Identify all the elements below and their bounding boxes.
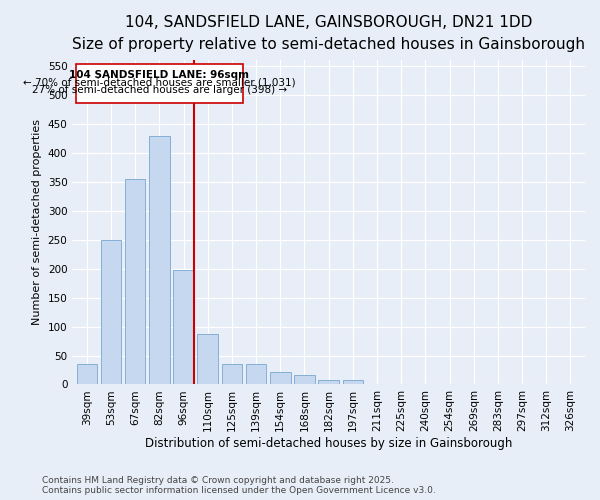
- Text: ← 70% of semi-detached houses are smaller (1,031): ← 70% of semi-detached houses are smalle…: [23, 78, 296, 88]
- Bar: [149, 136, 170, 384]
- Bar: [270, 372, 290, 384]
- FancyBboxPatch shape: [76, 64, 243, 102]
- Title: 104, SANDSFIELD LANE, GAINSBOROUGH, DN21 1DD
Size of property relative to semi-d: 104, SANDSFIELD LANE, GAINSBOROUGH, DN21…: [72, 15, 585, 52]
- Bar: [294, 374, 315, 384]
- Bar: [125, 179, 145, 384]
- Bar: [77, 364, 97, 384]
- Bar: [221, 364, 242, 384]
- Bar: [343, 380, 363, 384]
- Bar: [319, 380, 339, 384]
- X-axis label: Distribution of semi-detached houses by size in Gainsborough: Distribution of semi-detached houses by …: [145, 437, 512, 450]
- Text: Contains HM Land Registry data © Crown copyright and database right 2025.
Contai: Contains HM Land Registry data © Crown c…: [42, 476, 436, 495]
- Y-axis label: Number of semi-detached properties: Number of semi-detached properties: [32, 120, 42, 326]
- Bar: [173, 270, 194, 384]
- Text: 104 SANDSFIELD LANE: 96sqm: 104 SANDSFIELD LANE: 96sqm: [70, 70, 250, 80]
- Bar: [101, 240, 121, 384]
- Bar: [246, 364, 266, 384]
- Bar: [197, 334, 218, 384]
- Text: 27% of semi-detached houses are larger (398) →: 27% of semi-detached houses are larger (…: [32, 85, 287, 95]
